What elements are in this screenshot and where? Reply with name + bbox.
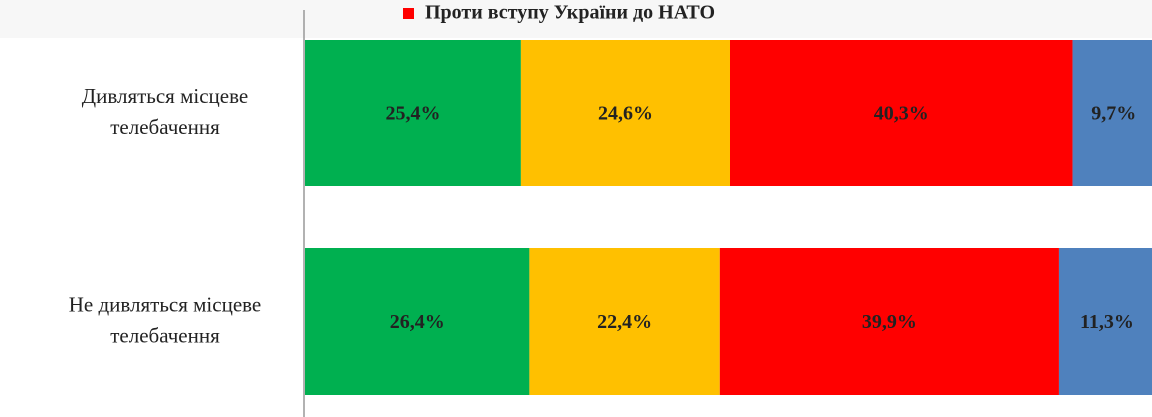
bar-segment — [719, 248, 1059, 395]
legend-background — [0, 0, 1152, 38]
bar-segment — [529, 248, 720, 395]
bar-segment — [305, 248, 530, 395]
value-label: 40,3% — [874, 103, 929, 125]
bar-segment — [1058, 248, 1152, 395]
category-label: Дивляться місцеве телебачення — [82, 84, 248, 139]
value-label: 39,9% — [862, 311, 917, 333]
value-label: 25,4% — [385, 103, 440, 125]
value-label: 9,7% — [1091, 103, 1136, 125]
bar-segment — [1072, 40, 1152, 186]
value-label: 26,4% — [390, 311, 445, 333]
bar-segment — [730, 40, 1073, 186]
bar-segment — [520, 40, 730, 186]
value-label: 11,3% — [1080, 311, 1134, 333]
legend-swatch — [403, 8, 414, 19]
category-label: Не дивляться місцеве телебачення — [69, 292, 262, 347]
value-label: 24,6% — [598, 103, 653, 125]
bar-segment — [305, 40, 521, 186]
legend-label: Проти вступу України до НАТО — [425, 2, 715, 24]
value-label: 22,4% — [597, 311, 652, 333]
